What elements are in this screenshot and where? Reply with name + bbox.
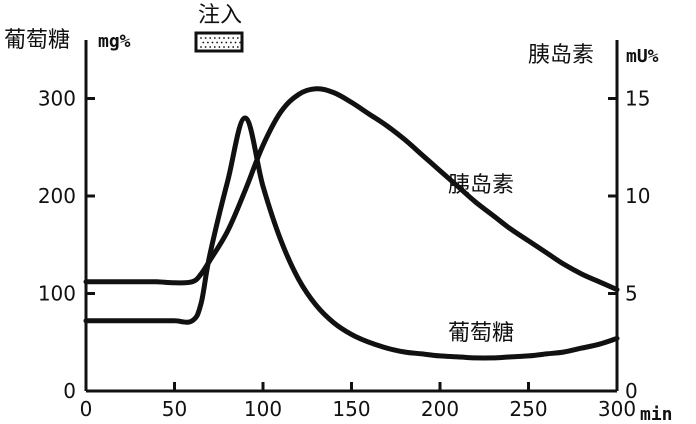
injection-dot [227, 37, 230, 39]
x-tick-label: 50 [162, 397, 187, 421]
injection-dot [218, 46, 221, 48]
injection-dot [216, 41, 219, 44]
injection-dot [200, 37, 202, 39]
left-tick-label: 300 [38, 87, 76, 111]
right-axis-unit: mU% [626, 46, 659, 67]
injection-dot [223, 37, 225, 39]
injection-dot [236, 46, 239, 48]
right-tick-label: 10 [625, 184, 650, 208]
injection-legend: 注入 [194, 3, 244, 53]
injection-dot [234, 41, 237, 44]
right-tick-label: 5 [625, 282, 638, 306]
injection-dot [232, 37, 235, 39]
injection-dot [204, 37, 207, 39]
injection-dot [204, 46, 207, 48]
glucose-series-label: 葡萄糖 [448, 321, 514, 346]
injection-dot [239, 41, 242, 44]
x-tick-label: 250 [509, 397, 547, 421]
injection-label: 注入 [198, 3, 242, 28]
injection-dot [227, 46, 230, 48]
right-axis-title: 胰岛素 [528, 43, 594, 68]
injection-dot [209, 46, 212, 48]
injection-dot [213, 37, 216, 39]
injection-dot [223, 46, 225, 48]
injection-dot [209, 37, 212, 39]
injection-dot [236, 37, 239, 39]
injection-pattern-box [194, 31, 244, 53]
x-ticks: 0 50 100 150 200 250 300 [80, 382, 636, 421]
injection-dot [230, 41, 232, 44]
injection-dot [225, 41, 228, 44]
injection-dot [218, 37, 221, 39]
left-y-ticks: 0 100 200 300 [38, 87, 95, 403]
injection-dot [207, 41, 209, 44]
left-axis-unit: mg% [98, 31, 131, 52]
injection-dot [200, 46, 202, 48]
insulin-line [83, 86, 620, 293]
right-tick-label: 0 [625, 379, 638, 403]
left-tick-label: 0 [63, 379, 76, 403]
injection-dot [232, 46, 235, 48]
injection-pattern-dots [200, 37, 242, 48]
injection-dot [220, 41, 223, 44]
x-axis-unit: min [640, 404, 673, 424]
x-tick-label: 0 [80, 397, 93, 421]
x-tick-label: 300 [598, 397, 636, 421]
insulin-series-label: 胰岛素 [448, 173, 514, 198]
axes [84, 40, 619, 393]
right-y-ticks: 0 5 10 15 [608, 87, 650, 403]
left-tick-label: 100 [38, 282, 76, 306]
injection-dot [202, 41, 205, 44]
left-tick-label: 200 [38, 184, 76, 208]
x-tick-label: 150 [332, 397, 370, 421]
left-axis-title: 葡萄糖 [4, 28, 70, 53]
x-tick-label: 200 [421, 397, 459, 421]
x-tick-label: 100 [244, 397, 282, 421]
glucose-line [83, 115, 620, 361]
injection-dot [211, 41, 214, 44]
injection-dot [213, 46, 216, 48]
right-tick-label: 15 [625, 87, 650, 111]
